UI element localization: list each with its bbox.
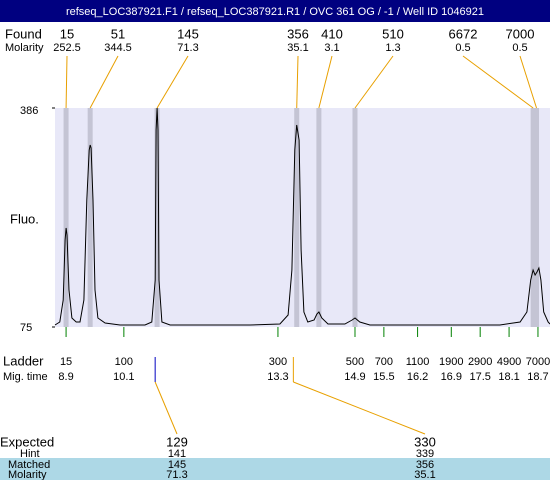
ladder-label: Ladder [3,353,44,368]
found-molarity: 0.5 [512,42,527,54]
molarity-label: Molarity [5,42,44,54]
found-molarity: 3.1 [324,42,339,54]
hint-label: Hint [20,448,40,460]
title-bar [0,0,550,22]
found-size: 145 [177,26,199,41]
expected-matched: 356 [416,459,434,471]
expected-connector [154,381,178,435]
y-label: Fluo. [10,211,39,226]
ladder-size: 2900 [468,356,492,368]
found-size: 410 [321,26,343,41]
ladder-time: 8.9 [58,371,73,383]
expected-label: Expected [0,434,54,449]
found-connector [354,55,394,109]
found-size: 15 [60,26,74,41]
ladder-size: 7000 [526,356,550,368]
ladder-time: 10.1 [113,371,134,383]
ladder-time: 14.9 [344,371,365,383]
found-connector [65,55,68,109]
expected-molarity: 35.1 [414,469,435,480]
found-size: 6672 [449,26,478,41]
matched-label: Matched [8,459,50,471]
found-molarity: 35.1 [287,42,308,54]
plot-area [55,108,550,327]
found-molarity: 252.5 [53,42,81,54]
found-size: 51 [111,26,125,41]
ladder-size: 300 [269,356,287,368]
ladder-size: 15 [60,356,72,368]
ladder-time: 13.3 [267,371,288,383]
found-size: 356 [287,26,309,41]
expected-size: 129 [166,434,188,449]
ladder-size: 4900 [497,356,521,368]
matched-band [0,458,550,480]
ladder-size: 700 [375,356,393,368]
found-connector [318,55,333,109]
found-connector [89,55,119,109]
expected-matched: 145 [168,459,186,471]
found-molarity: 344.5 [104,42,132,54]
expected-molarity: 71.3 [166,469,187,480]
found-connector [156,55,189,109]
found-connector [462,55,534,109]
mig-time-label: Mig. time [3,371,48,383]
found-size: 510 [382,26,404,41]
found-size: 7000 [506,26,535,41]
found-molarity: 1.3 [385,42,400,54]
expected-connector [293,381,426,435]
ladder-time: 18.7 [527,371,548,383]
y-tick-label: 386 [20,105,38,117]
trace [54,107,550,326]
expected-molarity-label: Molarity [8,469,47,480]
ladder-size: 500 [346,356,364,368]
found-connector [519,55,537,109]
ladder-time: 18.1 [498,371,519,383]
found-molarity: 71.3 [177,42,198,54]
found-label: Found [5,26,42,41]
ladder-time: 16.9 [441,371,462,383]
title: refseq_LOC387921.F1 / refseq_LOC387921.R… [66,6,484,18]
ladder-size: 1100 [406,356,430,368]
ladder-time: 17.5 [469,371,490,383]
ladder-time: 15.5 [373,371,394,383]
expected-hint: 141 [168,448,186,460]
found-connector [296,55,299,109]
expected-hint: 339 [416,448,434,460]
ladder-time: 16.2 [407,371,428,383]
y-tick-label: 75 [20,322,32,334]
ladder-size: 1900 [439,356,463,368]
ladder-size: 100 [115,356,133,368]
found-molarity: 0.5 [455,42,470,54]
expected-size: 330 [414,434,436,449]
